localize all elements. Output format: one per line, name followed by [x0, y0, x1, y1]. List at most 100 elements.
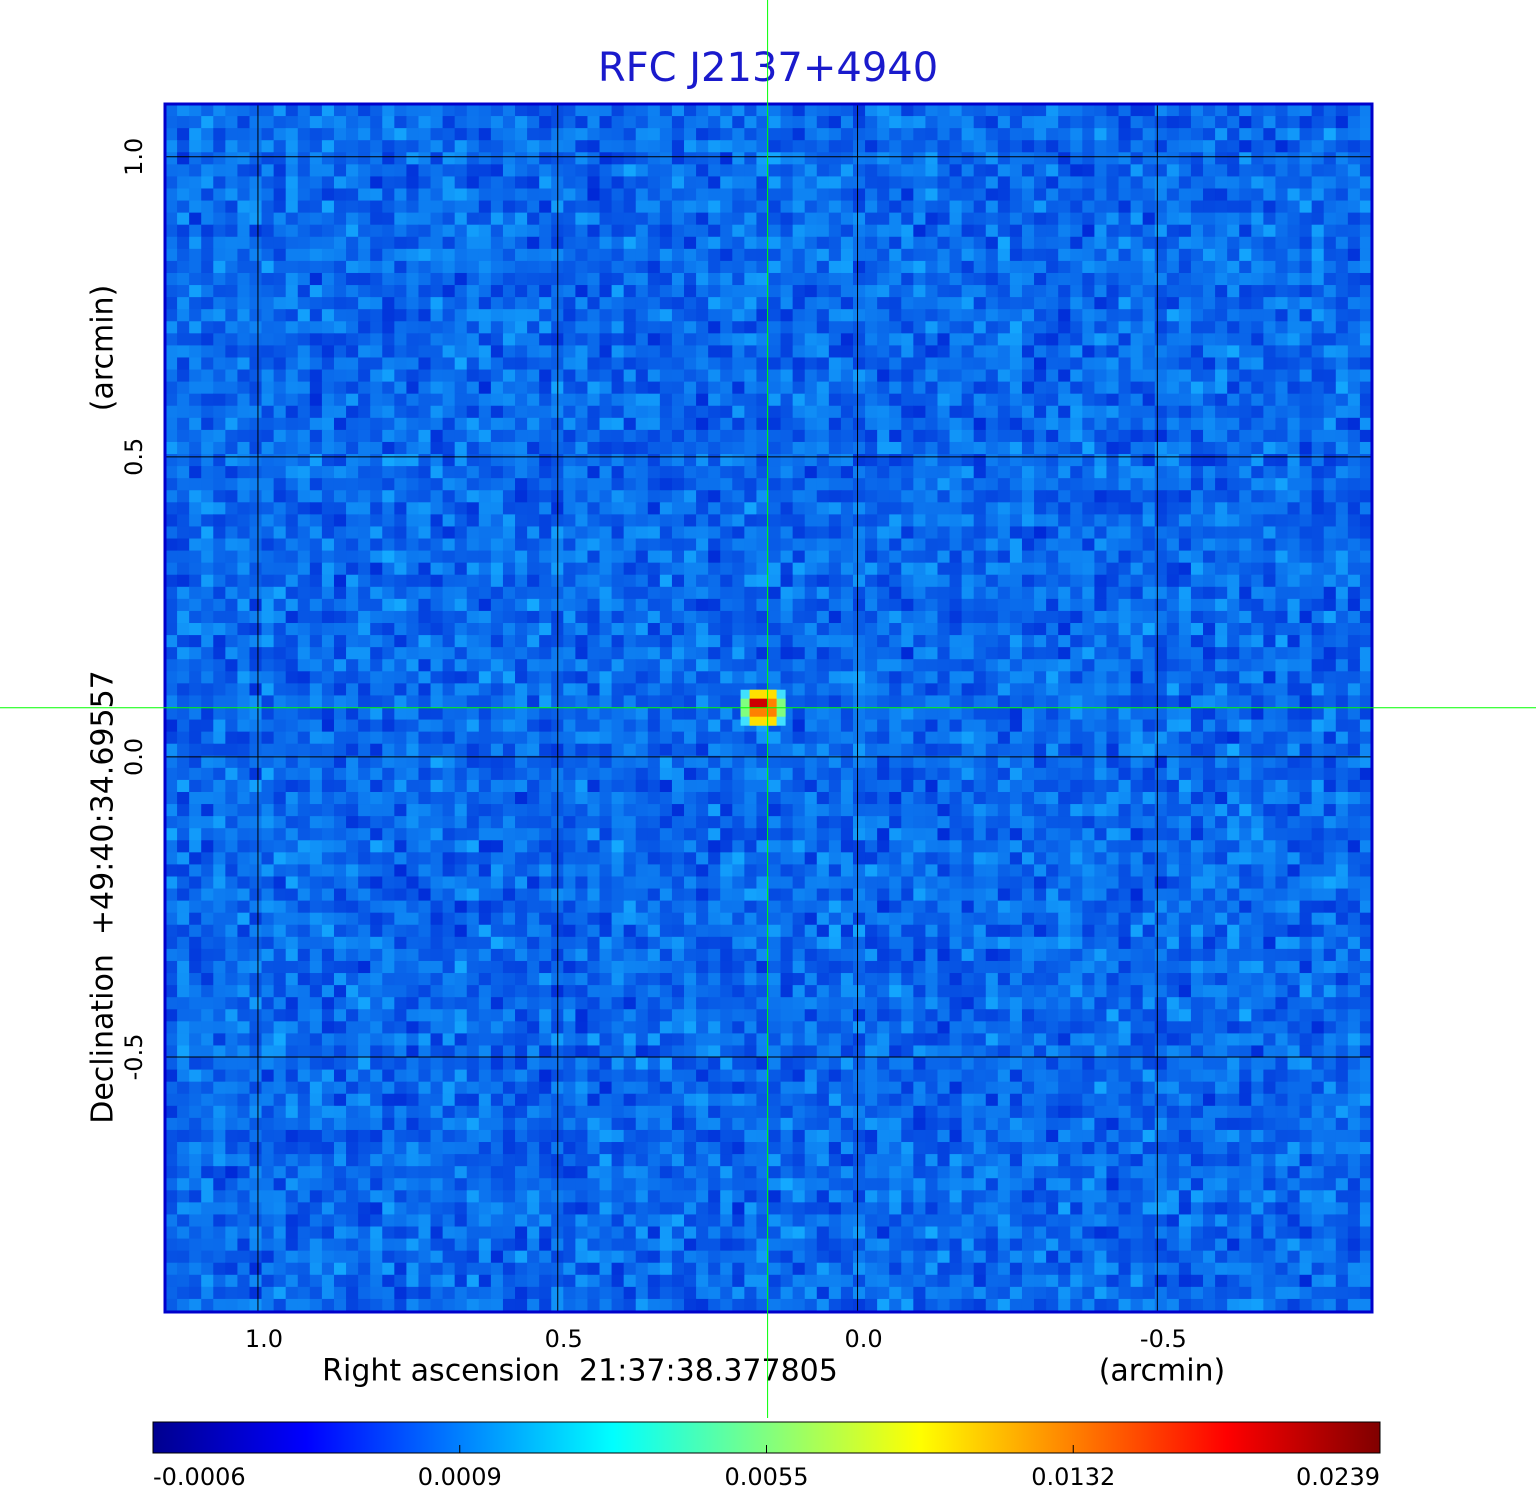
noise-pixel	[659, 635, 673, 648]
noise-pixel	[623, 285, 637, 298]
noise-pixel	[309, 610, 323, 624]
noise-pixel	[225, 393, 239, 407]
noise-pixel	[599, 152, 613, 165]
noise-pixel	[442, 152, 456, 165]
noise-pixel	[1359, 260, 1373, 274]
noise-pixel	[925, 212, 939, 226]
noise-pixel	[539, 381, 552, 395]
noise-pixel	[1142, 574, 1156, 588]
noise-pixel	[901, 514, 914, 528]
noise-pixel	[454, 429, 468, 443]
noise-pixel	[490, 345, 504, 359]
noise-pixel	[852, 260, 866, 274]
noise-pixel	[406, 248, 420, 262]
noise-pixel	[1082, 176, 1095, 190]
noise-pixel	[285, 526, 299, 540]
noise-pixel	[1335, 478, 1349, 491]
noise-pixel	[1130, 212, 1144, 226]
noise-pixel	[973, 550, 987, 564]
noise-pixel	[563, 683, 576, 697]
noise-pixel	[321, 695, 335, 709]
noise-pixel	[358, 116, 371, 129]
noise-pixel	[1130, 417, 1144, 431]
noise-pixel	[249, 659, 263, 672]
noise-pixel	[225, 212, 239, 226]
noise-pixel	[1299, 128, 1313, 141]
noise-pixel	[587, 260, 601, 274]
noise-pixel	[502, 671, 516, 684]
noise-pixel	[997, 466, 1011, 479]
noise-pixel	[1347, 381, 1361, 395]
noise-pixel	[635, 454, 649, 467]
noise-pixel	[430, 538, 444, 552]
noise-pixel	[1130, 478, 1144, 491]
noise-pixel	[1106, 405, 1120, 419]
noise-pixel	[623, 490, 637, 503]
noise-pixel	[297, 466, 311, 479]
noise-pixel	[490, 333, 504, 346]
noise-pixel	[901, 683, 914, 697]
noise-pixel	[285, 333, 299, 346]
noise-pixel	[1142, 369, 1156, 383]
noise-pixel	[997, 285, 1011, 298]
noise-pixel	[1287, 538, 1301, 552]
noise-pixel	[237, 417, 251, 431]
noise-pixel	[1094, 224, 1108, 238]
noise-pixel	[708, 647, 721, 660]
noise-pixel	[756, 647, 770, 660]
noise-pixel	[1335, 104, 1349, 117]
noise-pixel	[273, 104, 287, 117]
noise-pixel	[1359, 538, 1373, 552]
noise-pixel	[1094, 659, 1108, 672]
noise-pixel	[1021, 297, 1035, 310]
noise-pixel	[816, 671, 830, 684]
noise-pixel	[237, 285, 251, 298]
noise-pixel	[852, 357, 866, 371]
noise-pixel	[1227, 562, 1240, 576]
noise-pixel	[720, 610, 733, 624]
noise-pixel	[901, 429, 914, 443]
noise-pixel	[985, 309, 999, 322]
noise-pixel	[611, 272, 625, 286]
noise-pixel	[515, 586, 528, 600]
noise-pixel	[333, 104, 347, 117]
noise-pixel	[454, 502, 468, 515]
noise-pixel	[816, 635, 830, 648]
noise-pixel	[418, 417, 432, 431]
noise-pixel	[1347, 176, 1361, 190]
noise-pixel	[189, 140, 202, 153]
noise-pixel	[442, 635, 456, 648]
noise-pixel	[949, 550, 963, 564]
noise-pixel	[225, 429, 239, 443]
noise-pixel	[599, 623, 613, 636]
noise-pixel	[418, 598, 432, 612]
noise-pixel	[1154, 116, 1168, 129]
noise-pixel	[575, 369, 589, 383]
noise-pixel	[611, 574, 625, 588]
noise-pixel	[973, 598, 987, 612]
noise-pixel	[418, 550, 432, 564]
noise-pixel	[671, 116, 685, 129]
noise-pixel	[1009, 610, 1023, 624]
noise-pixel	[1190, 140, 1204, 153]
noise-pixel	[382, 441, 395, 455]
noise-pixel	[696, 212, 709, 226]
noise-pixel	[973, 140, 987, 153]
noise-pixel	[237, 260, 251, 274]
noise-pixel	[684, 236, 697, 250]
noise-pixel	[744, 152, 758, 165]
noise-pixel	[961, 176, 975, 190]
noise-pixel	[852, 309, 866, 322]
noise-pixel	[1227, 212, 1240, 226]
noise-pixel	[309, 297, 323, 310]
noise-pixel	[382, 526, 395, 540]
noise-pixel	[985, 248, 999, 262]
noise-pixel	[297, 297, 311, 310]
noise-pixel	[684, 200, 697, 214]
noise-pixel	[611, 695, 625, 709]
noise-pixel	[1106, 212, 1120, 226]
noise-pixel	[1094, 466, 1108, 479]
noise-pixel	[1359, 562, 1373, 576]
noise-pixel	[599, 695, 613, 709]
noise-pixel	[430, 562, 444, 576]
